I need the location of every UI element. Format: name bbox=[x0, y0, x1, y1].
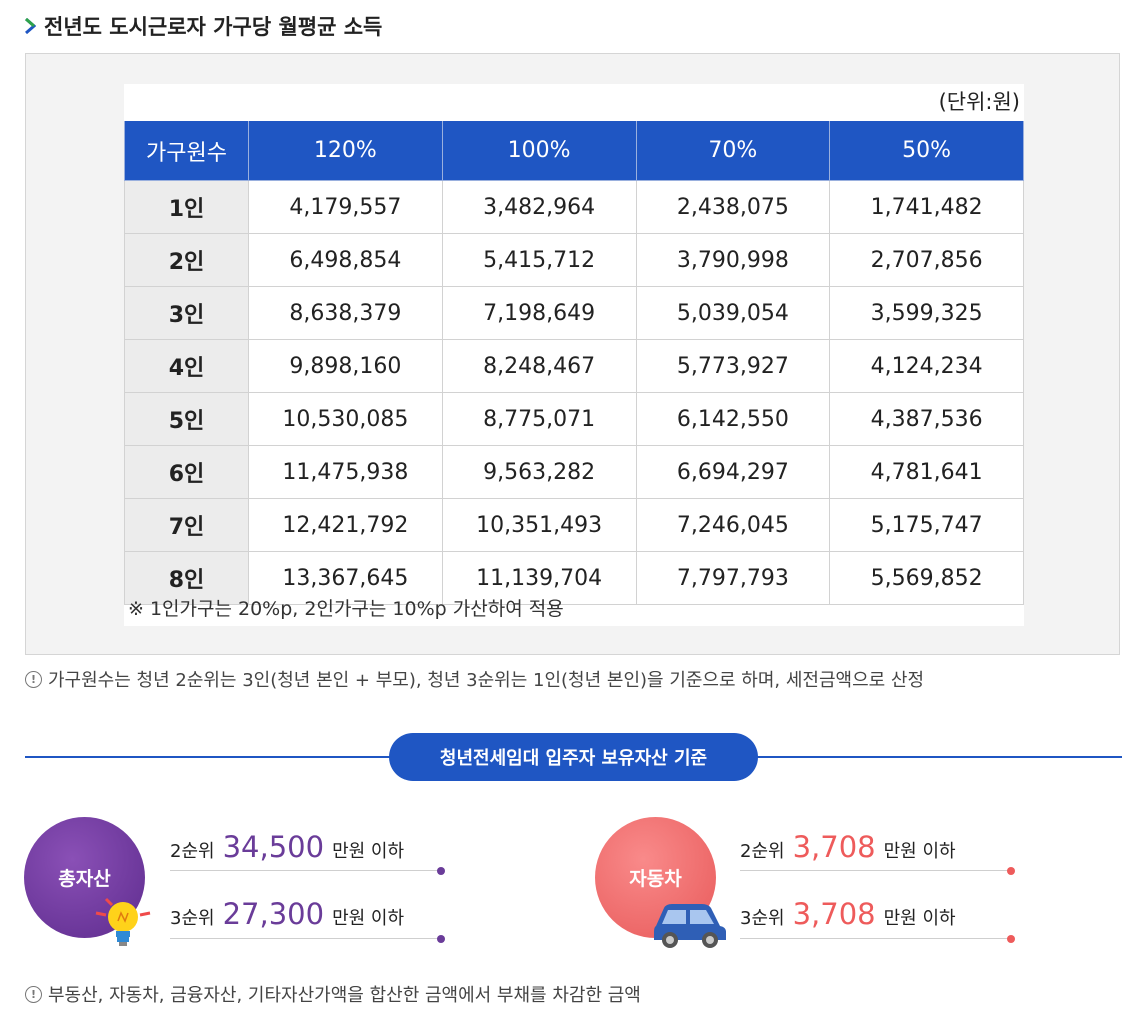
assets-notice: ! 부동산, 자동차, 금융자산, 기타자산가액을 합산한 금액에서 부채를 차… bbox=[25, 981, 641, 1007]
table-cell: 10,351,493 bbox=[441, 498, 637, 552]
rule bbox=[740, 870, 1012, 871]
table-cell: 3,482,964 bbox=[441, 180, 637, 234]
row-header-cell: 5인 bbox=[124, 392, 249, 446]
table-cell: 11,139,704 bbox=[441, 551, 637, 605]
table-cell: 4,781,641 bbox=[829, 445, 1024, 499]
bullet-dot bbox=[437, 935, 445, 943]
info-icon: ! bbox=[25, 985, 42, 1003]
table-row: 7인 12,421,792 10,351,493 7,246,045 5,175,747 bbox=[124, 498, 1024, 552]
income-table-panel: (단위:원) 가구원수 120% 100% 70% 50% 1인 4,179,55… bbox=[124, 84, 1024, 626]
table-cell: 3,790,998 bbox=[635, 233, 831, 287]
household-notice: ! 가구원수는 청년 2순위는 3인(청년 본인 + 부모), 청년 3순위는 … bbox=[25, 666, 924, 692]
table-cell: 4,124,234 bbox=[829, 339, 1024, 393]
table-row: 3인 8,638,379 7,198,649 5,039,054 3,599,325 bbox=[124, 286, 1024, 340]
unit-label: (단위:원) bbox=[938, 90, 1020, 114]
table-row: 5인 10,530,085 8,775,071 6,142,550 4,387,536 bbox=[124, 392, 1024, 446]
column-header: 70% bbox=[635, 121, 831, 181]
amount-suffix: 만원 이하 bbox=[883, 841, 956, 862]
section-title-text: 전년도 도시근로자 가구당 월평균 소득 bbox=[44, 15, 383, 39]
bullet-dot bbox=[437, 867, 445, 875]
column-header: 120% bbox=[248, 121, 443, 181]
table-cell: 3,599,325 bbox=[829, 286, 1024, 340]
row-header-cell: 7인 bbox=[124, 498, 249, 552]
table-cell: 4,387,536 bbox=[829, 392, 1024, 446]
total-rank2-row: 2순위 34,500 만원 이하 bbox=[170, 830, 404, 864]
car-rank3-amount: 3,708 bbox=[792, 897, 876, 931]
total-rank3-amount: 27,300 bbox=[222, 897, 325, 931]
table-cell: 7,797,793 bbox=[635, 551, 831, 605]
rank3-label: 3순위 bbox=[170, 908, 215, 929]
rank3-label: 3순위 bbox=[740, 908, 785, 929]
section-title: 전년도 도시근로자 가구당 월평균 소득 bbox=[24, 8, 382, 44]
table-header-row: 가구원수 120% 100% 70% 50% bbox=[124, 121, 1024, 181]
table-cell: 12,421,792 bbox=[248, 498, 443, 552]
table-cell: 8,638,379 bbox=[248, 286, 443, 340]
total-rank2-amount: 34,500 bbox=[222, 830, 325, 864]
table-footnote: ※ 1인가구는 20%p, 2인가구는 10%p 가산하여 적용 bbox=[128, 598, 564, 620]
bullet-dot bbox=[1007, 935, 1015, 943]
income-table-box: (단위:원) 가구원수 120% 100% 70% 50% 1인 4,179,55… bbox=[25, 53, 1120, 655]
table-cell: 2,438,075 bbox=[635, 180, 831, 234]
column-header: 가구원수 bbox=[124, 121, 249, 181]
table-cell: 5,569,852 bbox=[829, 551, 1024, 605]
assets-notice-text: 부동산, 자동차, 금융자산, 기타자산가액을 합산한 금액에서 부채를 차감한… bbox=[48, 985, 641, 1006]
table-row: 6인 11,475,938 9,563,282 6,694,297 4,781,641 bbox=[124, 445, 1024, 499]
table-cell: 9,563,282 bbox=[441, 445, 637, 499]
table-cell: 8,248,467 bbox=[441, 339, 637, 393]
table-cell: 7,246,045 bbox=[635, 498, 831, 552]
table-cell: 6,142,550 bbox=[635, 392, 831, 446]
table-cell: 6,498,854 bbox=[248, 233, 443, 287]
total-assets-label: 총자산 bbox=[58, 868, 111, 890]
table-cell: 11,475,938 bbox=[248, 445, 443, 499]
assets-section-title: 청년전세임대 입주자 보유자산 기준 bbox=[389, 733, 758, 781]
table-cell: 7,198,649 bbox=[441, 286, 637, 340]
table-cell: 8,775,071 bbox=[441, 392, 637, 446]
table-cell: 4,179,557 bbox=[248, 180, 443, 234]
car-rank3-row: 3순위 3,708 만원 이하 bbox=[740, 897, 956, 931]
table-cell: 1,741,482 bbox=[829, 180, 1024, 234]
bullet-dot bbox=[1007, 867, 1015, 875]
table-cell: 5,175,747 bbox=[829, 498, 1024, 552]
table-cell: 5,039,054 bbox=[635, 286, 831, 340]
rule bbox=[170, 870, 442, 871]
car-rank2-row: 2순위 3,708 만원 이하 bbox=[740, 830, 956, 864]
row-header-cell: 8인 bbox=[124, 551, 249, 605]
table-cell: 9,898,160 bbox=[248, 339, 443, 393]
table-cell: 2,707,856 bbox=[829, 233, 1024, 287]
table-row: 2인 6,498,854 5,415,712 3,790,998 2,707,856 bbox=[124, 233, 1024, 287]
rank2-label: 2순위 bbox=[170, 841, 215, 862]
table-cell: 10,530,085 bbox=[248, 392, 443, 446]
table-cell: 6,694,297 bbox=[635, 445, 831, 499]
car-rank2-amount: 3,708 bbox=[792, 830, 876, 864]
row-header-cell: 6인 bbox=[124, 445, 249, 499]
car-label: 자동차 bbox=[629, 868, 682, 890]
car-icon bbox=[654, 904, 726, 948]
table-row: 1인 4,179,557 3,482,964 2,438,075 1,741,482 bbox=[124, 180, 1024, 234]
amount-suffix: 만원 이하 bbox=[332, 841, 405, 862]
household-notice-text: 가구원수는 청년 2순위는 3인(청년 본인 + 부모), 청년 3순위는 1인… bbox=[48, 670, 925, 691]
rule bbox=[170, 938, 442, 939]
row-header-cell: 3인 bbox=[124, 286, 249, 340]
lightbulb-icon bbox=[95, 897, 151, 946]
table-row: 8인 13,367,645 11,139,704 7,797,793 5,569,852 bbox=[124, 551, 1024, 605]
row-header-cell: 2인 bbox=[124, 233, 249, 287]
table-cell: 5,773,927 bbox=[635, 339, 831, 393]
table-cell: 13,367,645 bbox=[248, 551, 443, 605]
rank2-label: 2순위 bbox=[740, 841, 785, 862]
rule bbox=[740, 938, 1012, 939]
amount-suffix: 만원 이하 bbox=[883, 908, 956, 929]
column-header: 50% bbox=[829, 121, 1024, 181]
chevron-right-icon bbox=[25, 18, 36, 34]
info-icon: ! bbox=[25, 670, 42, 688]
amount-suffix: 만원 이하 bbox=[332, 908, 405, 929]
column-header: 100% bbox=[441, 121, 637, 181]
row-header-cell: 4인 bbox=[124, 339, 249, 393]
row-header-cell: 1인 bbox=[124, 180, 249, 234]
table-row: 4인 9,898,160 8,248,467 5,773,927 4,124,234 bbox=[124, 339, 1024, 393]
income-table: 가구원수 120% 100% 70% 50% 1인 4,179,557 3,482,… bbox=[124, 121, 1024, 605]
total-rank3-row: 3순위 27,300 만원 이하 bbox=[170, 897, 404, 931]
table-cell: 5,415,712 bbox=[441, 233, 637, 287]
